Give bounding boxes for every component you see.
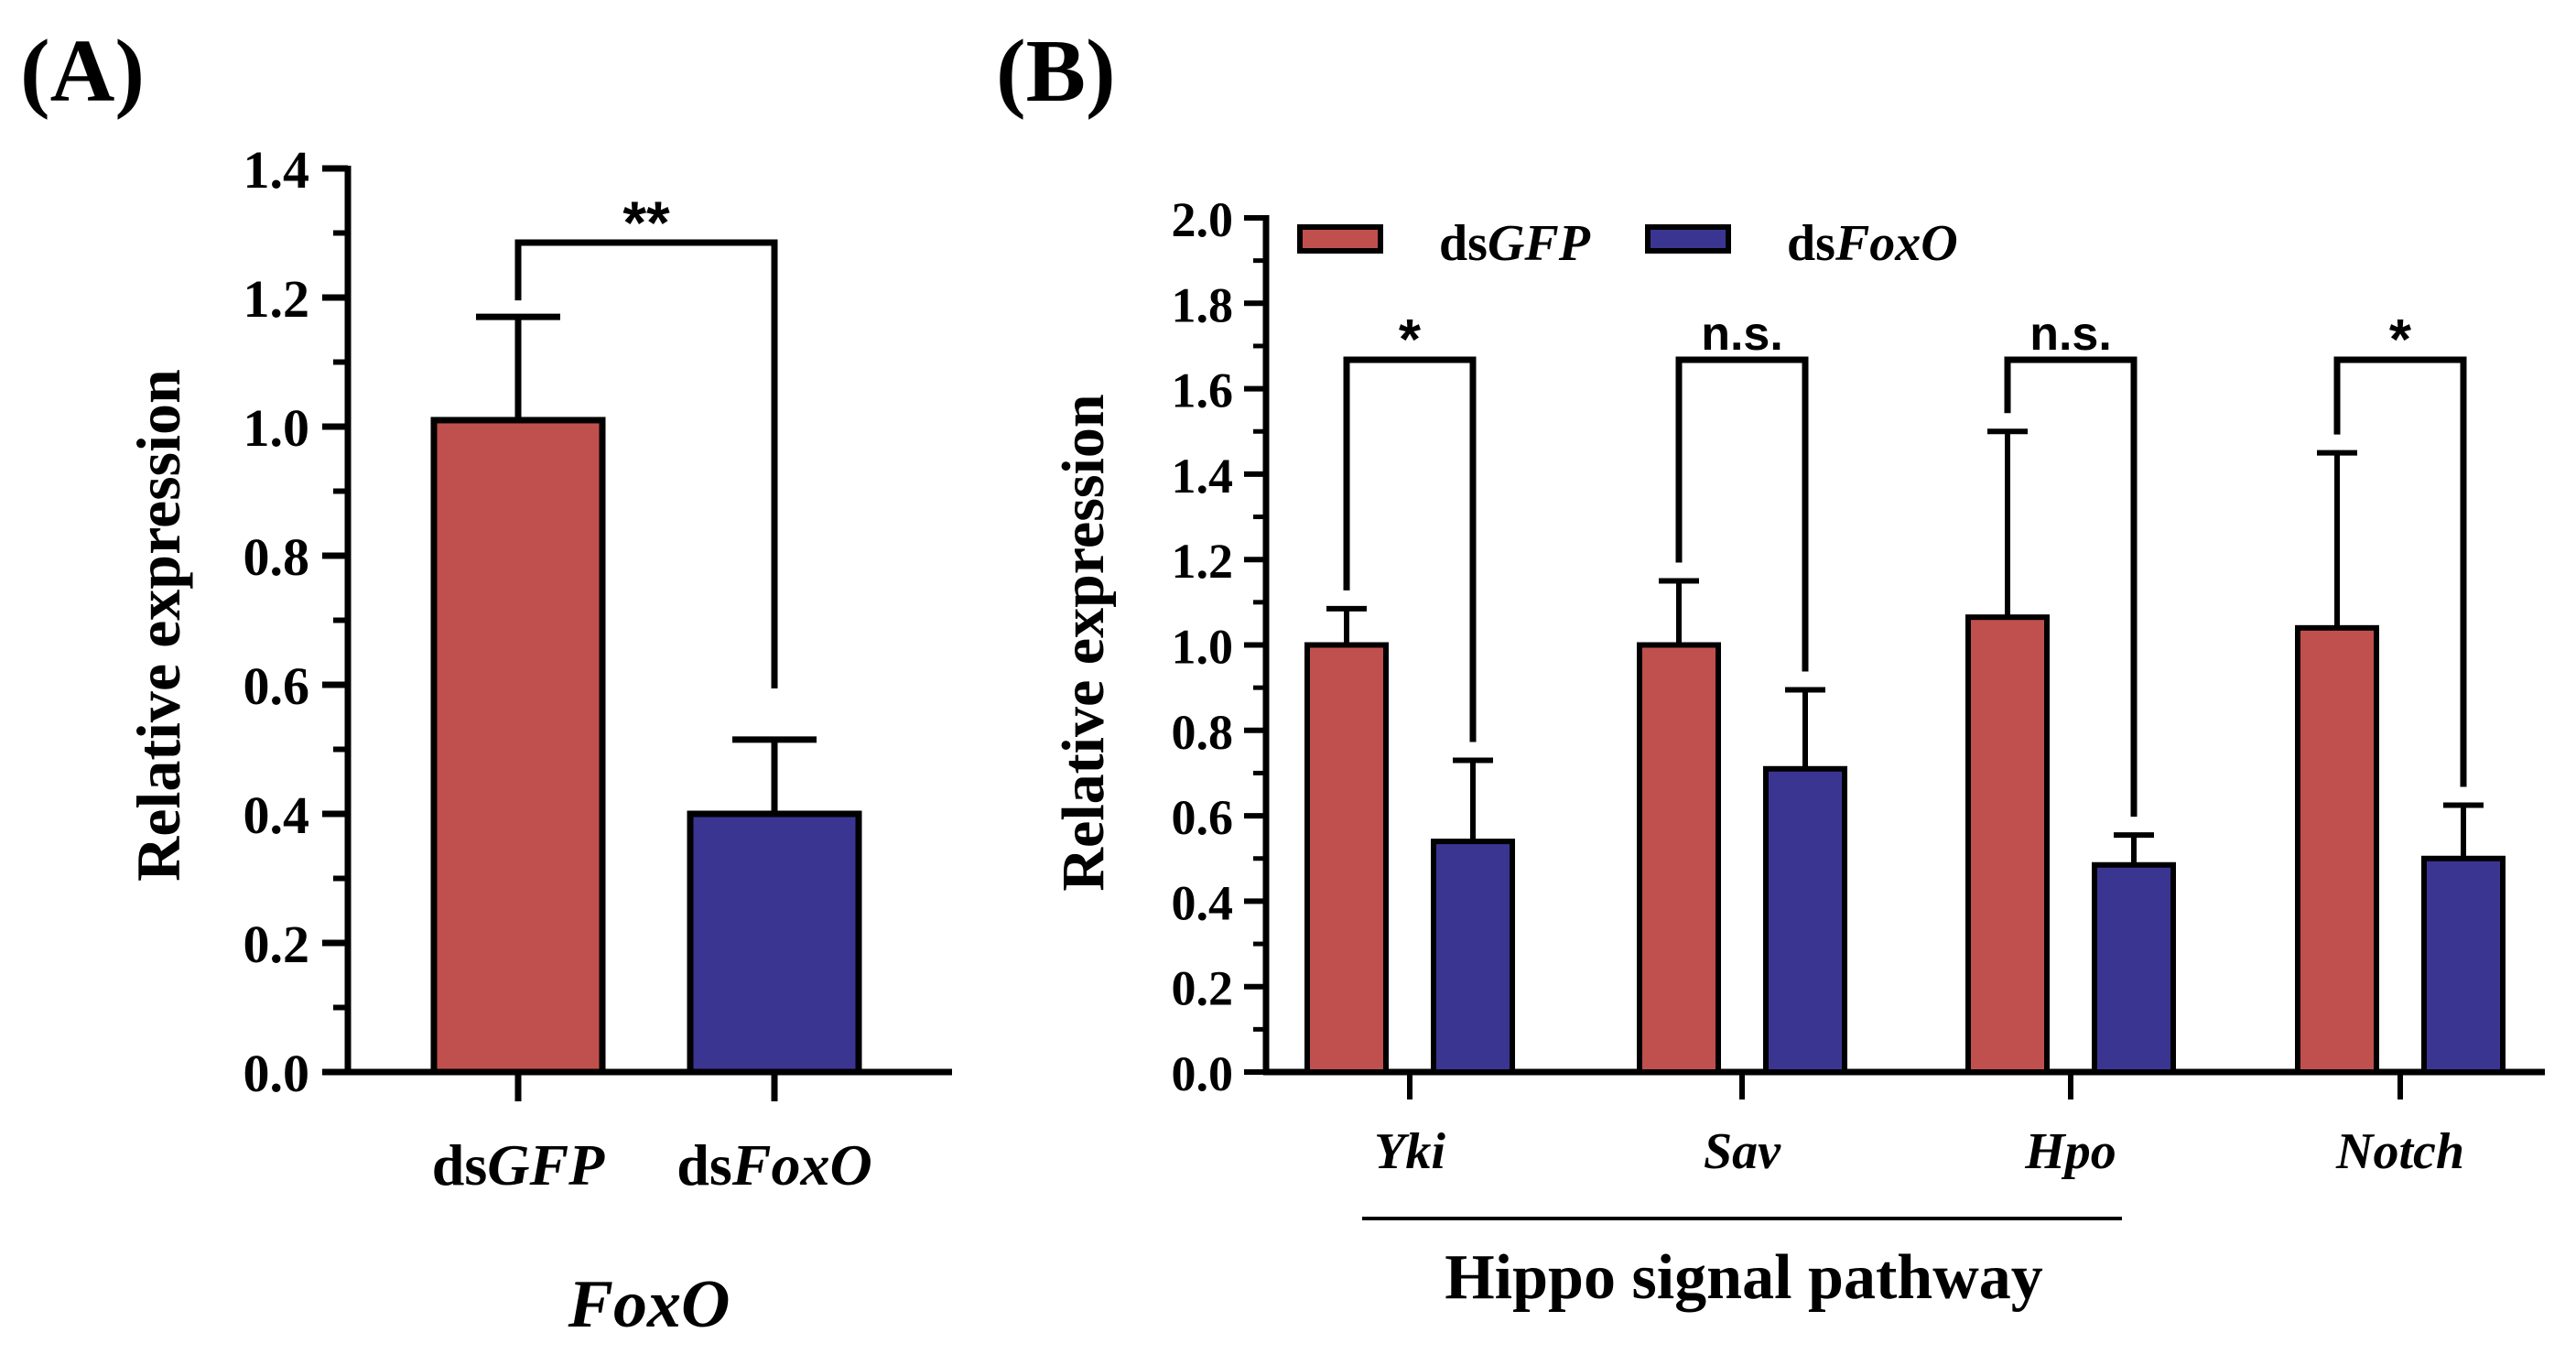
bar (1763, 765, 1847, 1075)
bar (1637, 642, 1721, 1075)
significance-label: n.s. (1701, 308, 1783, 361)
panel-a-label: (A) (20, 22, 145, 121)
y-tick-label: 0.2 (244, 915, 310, 974)
bar (1431, 839, 1515, 1076)
significance-label: * (1399, 309, 1422, 372)
y-tick-label: 0.4 (244, 785, 310, 845)
y-tick-label: 2.0 (1172, 192, 1234, 247)
bar (2092, 861, 2176, 1075)
group-label: Hippo signal pathway (1445, 1242, 2043, 1313)
bar (2421, 855, 2506, 1075)
y-tick-label: 0.8 (1172, 705, 1234, 760)
panel-b-label: (B) (996, 22, 1116, 121)
significance-bracket (1675, 356, 1809, 672)
legend-swatch (1645, 224, 1731, 254)
y-tick-label: 1.2 (244, 269, 310, 329)
significance-label: ** (622, 189, 670, 256)
x-tick-label: Notch (2335, 1123, 2464, 1180)
panel-b-y-axis-title: Relative expression (1050, 394, 1117, 891)
y-tick-label: 1.0 (244, 398, 310, 458)
y-tick-label: 1.0 (1172, 620, 1234, 675)
y-tick-label: 1.4 (244, 140, 310, 200)
bar (1304, 642, 1389, 1075)
significance-label: n.s. (2029, 308, 2112, 361)
x-tick-label: dsGFP (432, 1132, 605, 1197)
significance-bracket (2333, 356, 2467, 787)
y-tick-label: 0.6 (244, 656, 310, 716)
y-tick-label: 1.8 (1172, 277, 1234, 332)
bar (1965, 614, 2050, 1075)
y-tick-label: 0.8 (244, 527, 310, 587)
y-tick-label: 0.2 (1172, 961, 1234, 1016)
x-tick-label: Sav (1704, 1123, 1781, 1180)
significance-bracket (514, 239, 778, 688)
bar (2295, 624, 2379, 1076)
y-tick-label: 1.6 (1172, 363, 1234, 418)
x-axis-title: FoxO (568, 1267, 731, 1342)
y-tick-label: 1.2 (1172, 534, 1234, 589)
legend-swatch (1297, 224, 1383, 254)
panel-a: (A) Relative expression 0.0 0.2 0.4 0.6 0.8 1… (20, 22, 952, 1342)
legend-label: dsGFP (1439, 215, 1591, 272)
y-tick-label: 0.0 (1172, 1046, 1234, 1101)
significance-label: * (2389, 309, 2412, 372)
significance-bracket (2004, 356, 2138, 818)
panel-a-y-axis-title: Relative expression (124, 369, 193, 882)
y-tick-label: 0.0 (244, 1044, 310, 1103)
x-tick-label: dsFoxO (676, 1132, 871, 1197)
y-tick-label: 1.4 (1172, 449, 1234, 504)
bar (687, 810, 862, 1076)
significance-bracket (1343, 356, 1477, 742)
x-tick-label: Hpo (2024, 1123, 2116, 1180)
bar (430, 417, 606, 1076)
x-tick-label: Yki (1374, 1123, 1445, 1180)
y-tick-label: 0.4 (1172, 875, 1234, 930)
legend-label: dsFoxO (1787, 215, 1958, 272)
panel-b: (B) Relative expression 0.0 0.2 0.4 0.6 0.8 1… (996, 22, 2545, 1313)
y-tick-label: 0.6 (1172, 790, 1234, 845)
